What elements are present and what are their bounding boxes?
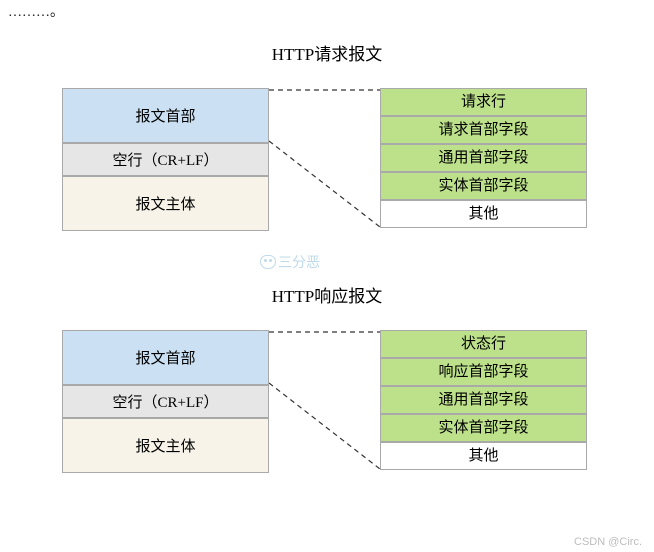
wechat-icon xyxy=(260,255,276,269)
left-box: 空行（CR+LF） xyxy=(62,385,269,418)
right-box: 其他 xyxy=(380,200,587,228)
right-box: 实体首部字段 xyxy=(380,414,587,442)
right-box: 请求首部字段 xyxy=(380,116,587,144)
right-box: 请求行 xyxy=(380,88,587,116)
fragment-text: ………。 xyxy=(8,1,64,21)
response-title: HTTP响应报文 xyxy=(0,282,654,307)
left-box: 报文首部 xyxy=(62,88,269,143)
right-box: 实体首部字段 xyxy=(380,172,587,200)
left-box: 报文主体 xyxy=(62,176,269,231)
right-box: 状态行 xyxy=(380,330,587,358)
right-box: 通用首部字段 xyxy=(380,386,587,414)
right-box: 响应首部字段 xyxy=(380,358,587,386)
left-box: 报文首部 xyxy=(62,330,269,385)
right-box: 其他 xyxy=(380,442,587,470)
watermark-text: 三分恶 xyxy=(278,256,320,271)
request-title: HTTP请求报文 xyxy=(0,40,654,65)
left-box: 空行（CR+LF） xyxy=(62,143,269,176)
right-box: 通用首部字段 xyxy=(380,144,587,172)
footer-credit: CSDN @Circ. xyxy=(574,536,642,548)
watermark: 三分恶 xyxy=(260,252,320,272)
left-box: 报文主体 xyxy=(62,418,269,473)
